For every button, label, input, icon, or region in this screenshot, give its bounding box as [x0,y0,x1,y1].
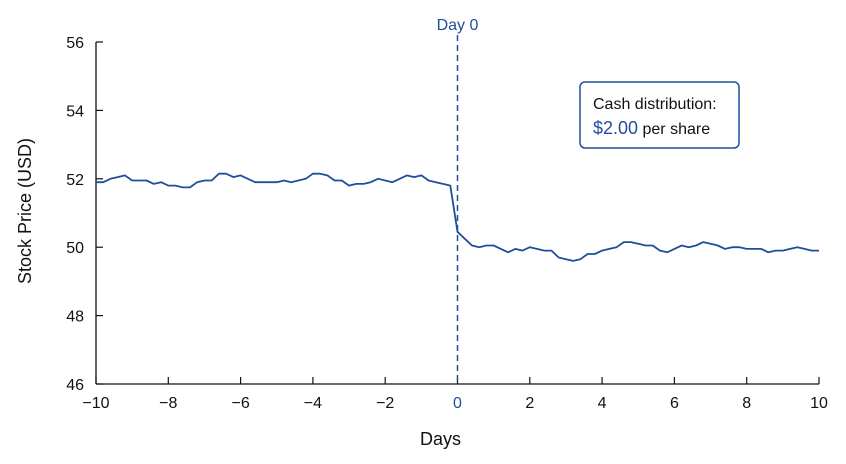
x-ticks: −10 −8 −6 −4 −2 0 2 4 6 8 10 [82,377,828,412]
x-tick-label: −6 [231,395,249,412]
y-tick-label: 46 [66,377,84,394]
price-series-line [96,172,819,262]
x-tick-label: 2 [525,395,534,412]
annotation-line2: $2.00 per share [593,118,710,138]
day-zero-label: Day 0 [437,17,479,34]
x-tick-label: −10 [82,395,109,412]
y-tick-label: 50 [66,240,84,257]
annotation-amount: $2.00 [593,118,638,138]
y-tick-label: 52 [66,172,84,189]
y-tick-label: 56 [66,35,84,52]
x-tick-label: 0 [453,395,462,412]
x-tick-label: 4 [598,395,607,412]
x-tick-label: −4 [304,395,322,412]
x-tick-label: 6 [670,395,679,412]
x-tick-label: −8 [159,395,177,412]
y-ticks: 46 48 50 52 54 56 [66,35,103,394]
cash-distribution-annotation: Cash distribution: $2.00 per share [579,81,740,149]
annotation-box [579,81,740,149]
y-tick-label: 48 [66,309,84,326]
x-tick-label: −2 [376,395,394,412]
annotation-line1: Cash distribution: [593,96,717,113]
x-axis-title: Days [420,429,461,449]
y-axis-title: Stock Price (USD) [15,138,35,284]
x-tick-label: 8 [742,395,751,412]
y-tick-label: 54 [66,103,84,120]
x-tick-label: 10 [810,395,828,412]
annotation-suffix: per share [638,121,710,138]
